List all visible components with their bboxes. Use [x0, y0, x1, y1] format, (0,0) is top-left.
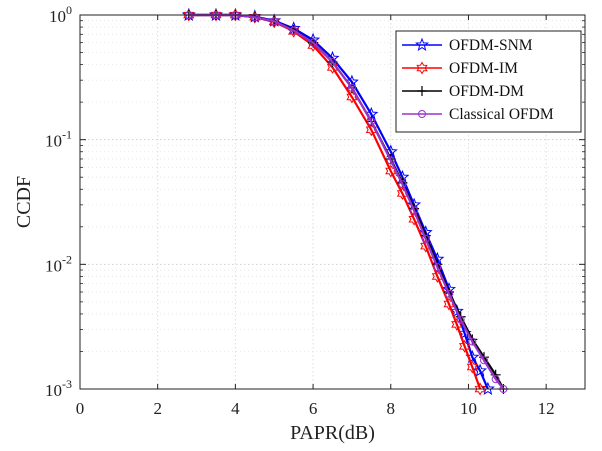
- classical-ofdm-point: [289, 26, 298, 35]
- classical-ofdm-point: [468, 337, 477, 346]
- series-classical-ofdm: [184, 11, 508, 393]
- legend: OFDM-SNM OFDM-IM OFDM-DM Classical OFDM: [395, 30, 582, 133]
- classical-ofdm-point: [491, 375, 500, 384]
- y-tick-label-exponent: -1: [62, 128, 72, 142]
- ofdm-im-point: [183, 8, 195, 22]
- y-tick-label-base: 10: [49, 7, 66, 26]
- classical-ofdm-point: [445, 289, 454, 298]
- x-tick-label: 4: [231, 399, 240, 418]
- classical-ofdm-point: [398, 180, 407, 189]
- x-tick-label: 10: [460, 399, 477, 418]
- data-series: [181, 7, 509, 396]
- legend-marker-ofdm-im: [416, 61, 428, 75]
- x-tick-label: 6: [309, 399, 318, 418]
- classical-ofdm-point: [270, 17, 279, 26]
- ofdm-im-point: [229, 8, 241, 22]
- y-tick-label-base: 10: [45, 132, 62, 151]
- y-tick-label-exponent: -3: [62, 377, 72, 391]
- ofdm-im-point: [326, 60, 339, 74]
- y-tick-label: 10-1: [45, 128, 72, 151]
- ofdm-im-point: [466, 360, 478, 374]
- legend-marker-classical-ofdm: [418, 110, 426, 118]
- classical-ofdm-point: [410, 206, 419, 215]
- legend-label-classical-ofdm: Classical OFDM: [449, 106, 554, 123]
- y-tick-label: 10-2: [45, 252, 72, 275]
- classical-ofdm-point: [347, 83, 356, 92]
- legend-label-ofdm-im: OFDM-IM: [449, 60, 518, 77]
- legend-label-ofdm-dm: OFDM-DM: [449, 83, 524, 100]
- classical-ofdm-line: [188, 13, 505, 390]
- classical-ofdm-point: [421, 234, 430, 243]
- ofdm-snm-point: [480, 381, 495, 396]
- ofdm-im-point: [408, 212, 420, 226]
- x-tick-label: 12: [538, 399, 555, 418]
- legend-marker-ofdm-snm: [415, 37, 429, 52]
- axes-frame: [79, 14, 586, 390]
- y-tick-label: 10-3: [45, 377, 72, 400]
- classical-ofdm-point: [367, 117, 376, 126]
- classical-ofdm-point: [386, 156, 395, 165]
- ofdm-snm-point: [473, 363, 488, 377]
- legend-marker-ofdm-dm: [417, 86, 427, 96]
- x-tick-label: 2: [153, 399, 162, 418]
- ofdm-im-point: [210, 8, 222, 22]
- y-tick-label-exponent: -2: [62, 252, 72, 266]
- ofdm-im-point: [474, 382, 486, 396]
- ofdm-im-point: [420, 239, 432, 253]
- classical-ofdm-point: [433, 263, 442, 272]
- y-tick-label: 100: [49, 3, 72, 26]
- classical-ofdm-point: [309, 38, 318, 47]
- x-axis-title: PAPR(dB): [290, 422, 375, 444]
- legend-label-ofdm-snm: OFDM-SNM: [449, 37, 533, 54]
- classical-ofdm-point: [480, 356, 488, 365]
- y-tick-label-base: 10: [45, 381, 62, 400]
- y-axis-title: CCDF: [13, 176, 35, 228]
- x-tick-label: 0: [76, 399, 85, 418]
- y-tick-label-base: 10: [45, 256, 62, 275]
- classical-ofdm-point: [456, 315, 465, 324]
- y-tick-label-exponent: 0: [66, 3, 72, 17]
- classical-ofdm-point: [328, 57, 337, 66]
- x-tick-label: 8: [387, 399, 396, 418]
- ofdm-im-point: [365, 123, 377, 137]
- ofdm-snm-point: [449, 303, 464, 318]
- ofdm-im-point: [396, 187, 409, 200]
- classical-ofdm-point: [250, 13, 259, 22]
- legend-box: [395, 30, 582, 133]
